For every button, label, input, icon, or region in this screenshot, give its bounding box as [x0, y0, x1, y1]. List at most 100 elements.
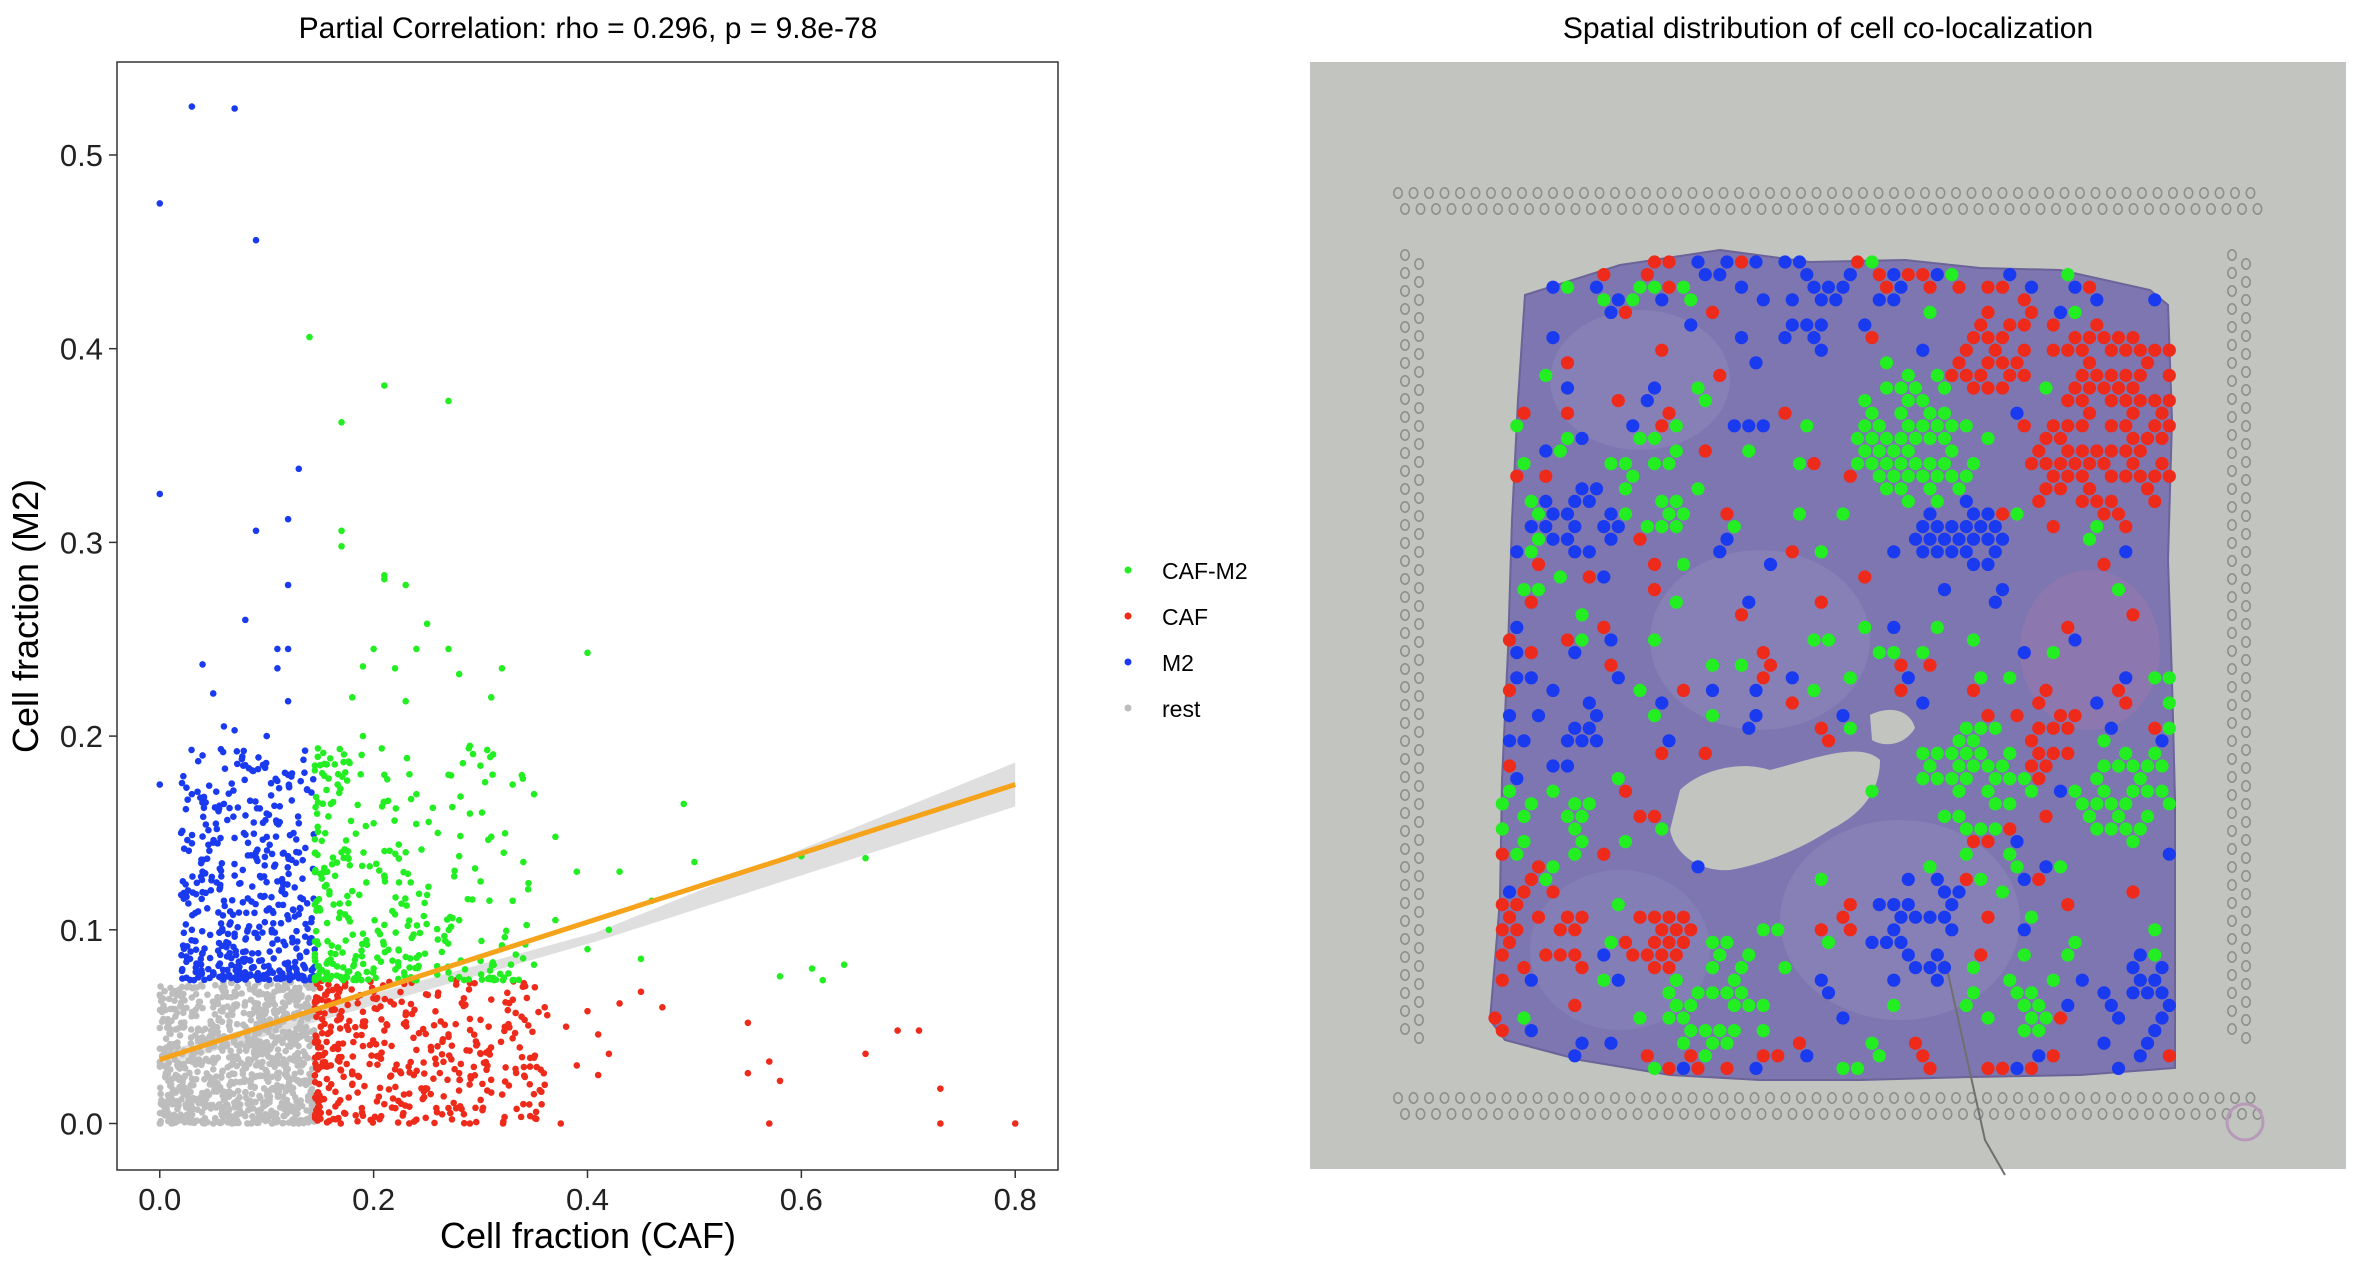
- rest-point: [274, 1075, 282, 1082]
- caf-m2-point: [352, 830, 360, 837]
- rest-point: [304, 995, 312, 1003]
- fiducial-spot: [2227, 464, 2238, 477]
- fiducial-spot: [2227, 932, 2238, 945]
- fiducial-spot: [1508, 203, 1519, 216]
- m2-point: [197, 968, 205, 975]
- spot-caf-m2: [1742, 998, 1756, 1013]
- spot-caf-m2: [2090, 797, 2104, 811]
- spot-caf-m2: [2003, 671, 2017, 685]
- fiducial-spot: [1414, 1032, 1425, 1045]
- spot-caf: [2075, 343, 2089, 357]
- caf-m2-point: [415, 962, 422, 970]
- rest-point: [266, 992, 274, 999]
- caf-m2-point: [486, 753, 494, 761]
- caf-point: [487, 1089, 495, 1096]
- rest-point: [253, 1072, 261, 1080]
- fiducial-spot: [2059, 187, 2070, 200]
- spot-caf: [2017, 419, 2031, 433]
- spot-m2: [1546, 280, 1560, 294]
- caf-point: [318, 1015, 326, 1023]
- caf-m2-point: [500, 849, 508, 856]
- caf-point: [397, 988, 404, 996]
- caf-m2-point: [335, 914, 343, 922]
- caf-m2-point: [336, 909, 344, 916]
- caf-m2-point: [342, 837, 350, 844]
- m2-point: [185, 900, 192, 907]
- spot-m2: [1749, 1061, 1763, 1075]
- caf-m2-point: [402, 953, 410, 961]
- rest-point: [169, 1100, 176, 1108]
- rest-point: [302, 1028, 310, 1036]
- caf-m2-point: [392, 929, 400, 936]
- caf-point: [317, 1109, 325, 1117]
- fiducial-spot: [1787, 1108, 1798, 1121]
- spot-m2: [2140, 986, 2155, 1000]
- spot-caf-m2: [2024, 986, 2039, 1000]
- spot-caf-m2: [1966, 759, 1981, 773]
- spot-m2: [2090, 293, 2104, 307]
- caf-point: [321, 991, 329, 998]
- fiducial-spot: [1818, 203, 1829, 216]
- fiducial-spot: [2227, 536, 2238, 549]
- rest-point: [305, 984, 313, 991]
- rest-point: [234, 1087, 242, 1095]
- rest-point: [242, 1047, 250, 1054]
- spot-m2: [1582, 721, 1596, 735]
- caf-point: [430, 1075, 437, 1082]
- rest-point: [215, 1102, 223, 1110]
- fiducial-spot: [2227, 968, 2238, 981]
- caf-point: [498, 1091, 506, 1098]
- caf-point: [451, 1065, 458, 1073]
- m2-point: [202, 821, 210, 828]
- caf-point: [424, 991, 432, 999]
- spot-caf: [2039, 759, 2053, 773]
- rest-point: [169, 1005, 176, 1013]
- caf-m2-point: [339, 949, 346, 956]
- spot-caf-m2: [2097, 784, 2111, 798]
- spot-caf: [1488, 1011, 1502, 1025]
- rest-point: [285, 1042, 292, 1049]
- spot-caf: [2061, 343, 2075, 357]
- spot-caf: [2053, 482, 2068, 496]
- caf-m2-point: [381, 382, 388, 389]
- m2-point: [218, 859, 226, 867]
- m2-point: [156, 200, 164, 207]
- spot-m2: [2010, 406, 2024, 420]
- m2-point: [242, 812, 249, 819]
- spot-caf-m2: [1923, 457, 1937, 471]
- spot-m2: [1568, 721, 1582, 735]
- m2-point: [199, 868, 206, 875]
- rest-point: [276, 1093, 284, 1100]
- fiducial-spot: [1414, 257, 1425, 270]
- caf-point: [486, 1051, 494, 1058]
- caf-m2-point: [328, 942, 336, 949]
- caf-point: [388, 1042, 395, 1050]
- fiducial-spot: [2227, 680, 2238, 693]
- spot-caf-m2: [1981, 784, 1995, 798]
- fiducial-spot: [2241, 545, 2252, 558]
- caf-point: [540, 1069, 548, 1077]
- m2-point: [218, 873, 225, 880]
- spot-caf-m2: [1633, 1011, 1647, 1025]
- caf-m2-point: [320, 976, 328, 983]
- m2-point: [219, 748, 227, 756]
- spot-m2: [1582, 494, 1596, 508]
- spot-caf-m2: [1611, 772, 1625, 786]
- rest-point: [263, 1069, 271, 1076]
- spot-m2: [1959, 494, 1973, 508]
- caf-m2-point: [347, 817, 355, 825]
- spot-m2: [1959, 520, 1973, 534]
- caf-m2-point: [425, 818, 432, 826]
- m2-point: [300, 963, 308, 970]
- spot-caf-m2: [1945, 268, 1959, 282]
- spot-m2: [1524, 520, 1538, 534]
- fiducial-spot: [1951, 1092, 1962, 1105]
- caf-m2-point: [321, 829, 329, 837]
- spot-caf-m2: [1517, 1011, 1531, 1025]
- m2-point: [209, 969, 217, 976]
- caf-m2-point: [477, 971, 485, 978]
- fiducial-spot: [1672, 187, 1683, 200]
- fiducial-spot: [1477, 203, 1488, 216]
- spot-caf: [1923, 658, 1937, 672]
- spot-caf-m2: [1698, 1024, 1712, 1038]
